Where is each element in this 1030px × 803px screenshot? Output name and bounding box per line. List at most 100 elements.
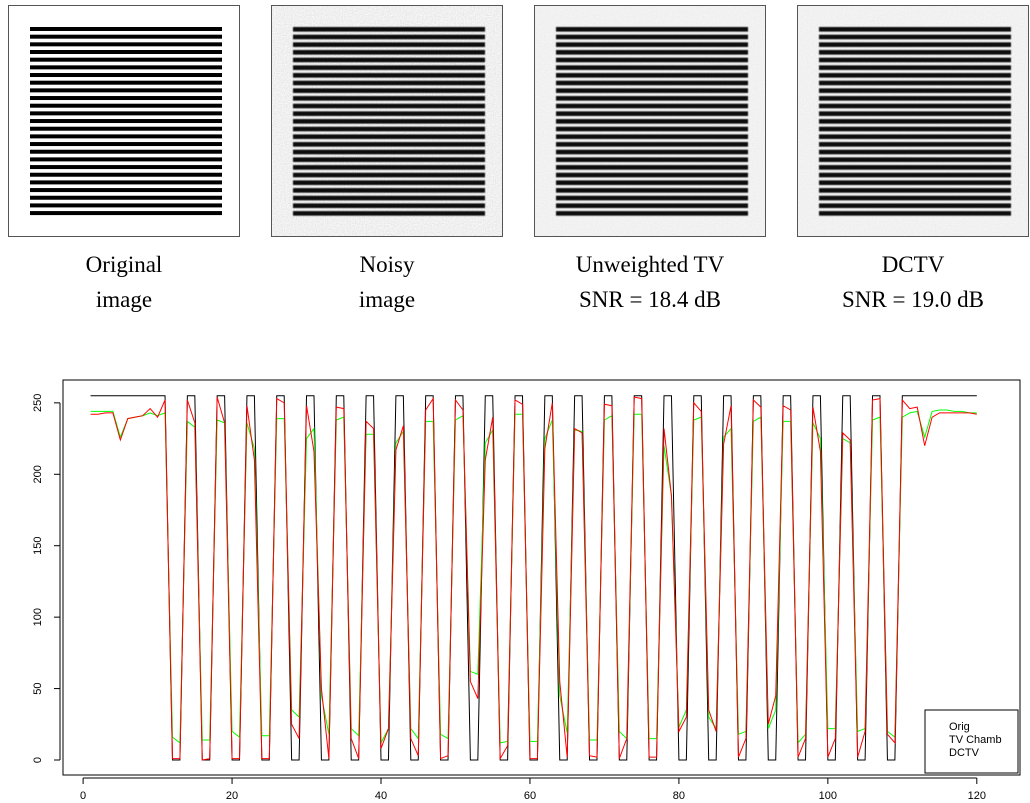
stripe (30, 42, 222, 47)
image-panels: Original image Noisy image Unweighted TV SNR … (8, 5, 1029, 312)
stripe (556, 188, 748, 193)
x-tick-label: 60 (524, 790, 536, 802)
legend-label: DCTV (949, 747, 980, 759)
stripe (556, 119, 748, 124)
stripe (30, 211, 222, 216)
stripe (556, 211, 748, 216)
stripe (819, 149, 1011, 155)
stripe (293, 42, 485, 47)
legend-label: Orig (949, 721, 970, 733)
stripe (556, 96, 748, 101)
stripe (293, 119, 485, 124)
stripe (556, 103, 748, 109)
stripe (819, 96, 1011, 101)
stripe (819, 111, 1011, 116)
stripe (293, 188, 485, 193)
stripe (293, 103, 485, 109)
stripe (556, 50, 748, 55)
image-panel: Unweighted TV SNR = 18.4 dB (534, 5, 766, 312)
stripe (819, 165, 1011, 170)
stripe (556, 195, 748, 201)
series-line (90, 396, 977, 761)
caption: Unweighted TV (576, 252, 725, 277)
stripe (556, 165, 748, 170)
stripe (30, 65, 222, 70)
panel-border (8, 5, 240, 237)
caption: Original (86, 252, 163, 277)
stripe (819, 119, 1011, 124)
stripe (30, 80, 222, 85)
stripe (293, 172, 485, 178)
stripe (819, 65, 1011, 70)
stripe (819, 57, 1011, 63)
image-panel: DCTV SNR = 19.0 dB (797, 5, 1029, 312)
stripe (30, 96, 222, 101)
stripe (293, 96, 485, 101)
stripe (293, 65, 485, 70)
stripe (293, 195, 485, 201)
stripe (293, 149, 485, 155)
stripe (556, 111, 748, 116)
stripe (819, 27, 1011, 32)
stripe (819, 195, 1011, 201)
stripes (819, 27, 1011, 216)
stripes (556, 27, 748, 216)
stripe (556, 142, 748, 147)
stripe (556, 134, 748, 139)
stripe (819, 103, 1011, 109)
stripe (293, 211, 485, 216)
y-tick-label: 250 (32, 394, 44, 412)
stripe (819, 126, 1011, 132)
caption: SNR = 19.0 dB (842, 287, 984, 312)
image-panel: Noisy image (271, 5, 503, 312)
stripe (30, 172, 222, 177)
stripe (293, 134, 485, 139)
stripe (556, 203, 748, 209)
stripe (819, 211, 1011, 216)
stripe (30, 195, 222, 200)
stripe (30, 103, 222, 108)
stripe (556, 172, 748, 178)
x-tick-label: 120 (968, 790, 986, 802)
stripe (30, 34, 222, 39)
stripe (30, 188, 222, 193)
stripe (819, 50, 1011, 55)
x-tick-label: 100 (819, 790, 837, 802)
stripe (293, 180, 485, 185)
x-tick-label: 20 (226, 790, 238, 802)
stripe (819, 188, 1011, 193)
stripe (819, 157, 1011, 162)
stripe (556, 34, 748, 40)
plot-frame (62, 379, 1021, 776)
stripe (30, 111, 222, 116)
y-tick-label: 150 (32, 537, 44, 555)
stripe (293, 27, 485, 32)
stripe (819, 34, 1011, 40)
stripe (30, 126, 222, 131)
stripe (293, 50, 485, 55)
stripe (556, 80, 748, 86)
caption: SNR = 18.4 dB (579, 287, 721, 312)
caption: image (96, 287, 152, 312)
caption: image (359, 287, 415, 312)
panel-border (271, 5, 503, 237)
stripe (30, 73, 222, 78)
stripe (293, 80, 485, 86)
caption: Noisy (360, 252, 415, 277)
stripe (819, 80, 1011, 86)
stripe (293, 88, 485, 93)
y-tick-label: 100 (32, 608, 44, 626)
panel-border (797, 5, 1029, 237)
stripe (819, 134, 1011, 139)
stripe (819, 88, 1011, 93)
stripe (293, 73, 485, 78)
stripe (30, 57, 222, 62)
stripes (30, 27, 222, 216)
stripe (819, 172, 1011, 178)
stripes (293, 27, 485, 216)
stripe (293, 126, 485, 132)
stripe (556, 126, 748, 132)
